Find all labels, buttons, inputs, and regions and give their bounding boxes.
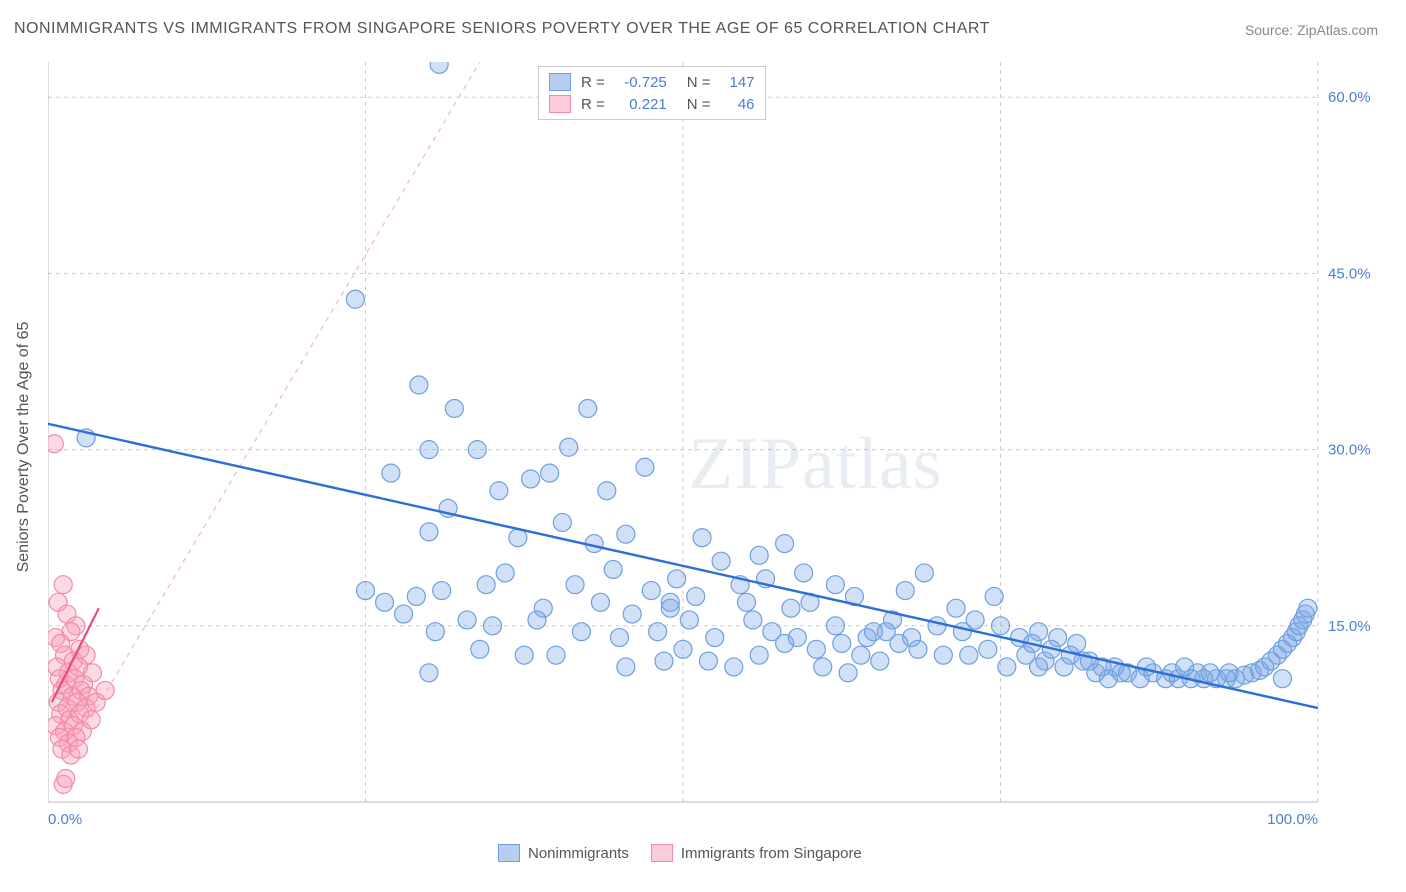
svg-text:15.0%: 15.0% — [1328, 618, 1371, 635]
y-axis-label-container: Seniors Poverty Over the Age of 65 — [14, 62, 34, 832]
n-value: 46 — [721, 96, 755, 113]
y-axis-label: Seniors Poverty Over the Age of 65 — [15, 322, 33, 573]
svg-text:60.0%: 60.0% — [1328, 89, 1371, 106]
series-swatch — [549, 73, 571, 91]
series-swatch — [549, 95, 571, 113]
legend-item: Nonimmigrants — [498, 844, 629, 862]
svg-text:100.0%: 100.0% — [1267, 811, 1318, 828]
r-value: 0.221 — [615, 96, 667, 113]
r-label: R = — [581, 96, 605, 113]
series-legend: Nonimmigrants Immigrants from Singapore — [498, 844, 862, 862]
stats-row: R = 0.221 N = 46 — [549, 93, 755, 115]
legend-label: Immigrants from Singapore — [681, 845, 862, 862]
legend-item: Immigrants from Singapore — [651, 844, 862, 862]
scatter-plot-svg: 15.0% 30.0% 45.0% 60.0% 0.0% 100.0% — [48, 62, 1380, 832]
stats-row: R = -0.725 N = 147 — [549, 71, 755, 93]
legend-swatch — [651, 844, 673, 862]
r-value: -0.725 — [615, 74, 667, 91]
chart-title: NONIMMIGRANTS VS IMMIGRANTS FROM SINGAPO… — [14, 20, 990, 38]
svg-text:30.0%: 30.0% — [1328, 442, 1371, 459]
chart-plot-area: 15.0%30.0%45.0%60.0%0.0%100.0% ZIPatlas … — [48, 62, 1380, 832]
n-label: N = — [687, 74, 711, 91]
svg-text:45.0%: 45.0% — [1328, 265, 1371, 282]
legend-swatch — [498, 844, 520, 862]
r-label: R = — [581, 74, 605, 91]
n-label: N = — [687, 96, 711, 113]
n-value: 147 — [721, 74, 755, 91]
source-attribution: Source: ZipAtlas.com — [1245, 22, 1378, 38]
correlation-stats-box: R = -0.725 N = 147 R = 0.221 N = 46 — [538, 66, 766, 120]
legend-label: Nonimmigrants — [528, 845, 629, 862]
svg-text:0.0%: 0.0% — [48, 811, 82, 828]
